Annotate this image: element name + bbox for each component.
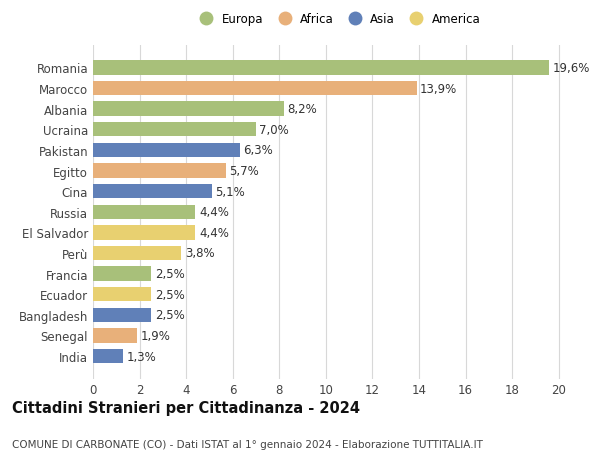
Text: 2,5%: 2,5% [155, 268, 184, 280]
Text: 8,2%: 8,2% [287, 103, 317, 116]
Bar [93, 61, 550, 75]
Text: 4,4%: 4,4% [199, 206, 229, 219]
Bar [93, 246, 181, 261]
Legend: Europa, Africa, Asia, America: Europa, Africa, Asia, America [190, 9, 485, 31]
Bar [93, 164, 226, 179]
Text: 4,4%: 4,4% [199, 226, 229, 239]
Text: 6,3%: 6,3% [243, 144, 273, 157]
Bar [93, 287, 151, 302]
Text: 13,9%: 13,9% [420, 82, 457, 95]
Bar [93, 349, 123, 364]
Text: 2,5%: 2,5% [155, 288, 184, 301]
Text: 5,1%: 5,1% [215, 185, 245, 198]
Text: 1,3%: 1,3% [127, 350, 157, 363]
Text: COMUNE DI CARBONATE (CO) - Dati ISTAT al 1° gennaio 2024 - Elaborazione TUTTITAL: COMUNE DI CARBONATE (CO) - Dati ISTAT al… [12, 439, 483, 449]
Text: 5,7%: 5,7% [229, 165, 259, 178]
Bar [93, 102, 284, 117]
Bar [93, 143, 240, 158]
Bar [93, 123, 256, 137]
Text: Cittadini Stranieri per Cittadinanza - 2024: Cittadini Stranieri per Cittadinanza - 2… [12, 400, 360, 415]
Bar [93, 205, 196, 219]
Bar [93, 329, 137, 343]
Text: 3,8%: 3,8% [185, 247, 215, 260]
Bar [93, 226, 196, 240]
Bar [93, 82, 416, 96]
Text: 2,5%: 2,5% [155, 309, 184, 322]
Text: 7,0%: 7,0% [259, 123, 289, 136]
Bar [93, 267, 151, 281]
Text: 1,9%: 1,9% [141, 329, 170, 342]
Bar [93, 185, 212, 199]
Text: 19,6%: 19,6% [553, 62, 590, 75]
Bar [93, 308, 151, 322]
